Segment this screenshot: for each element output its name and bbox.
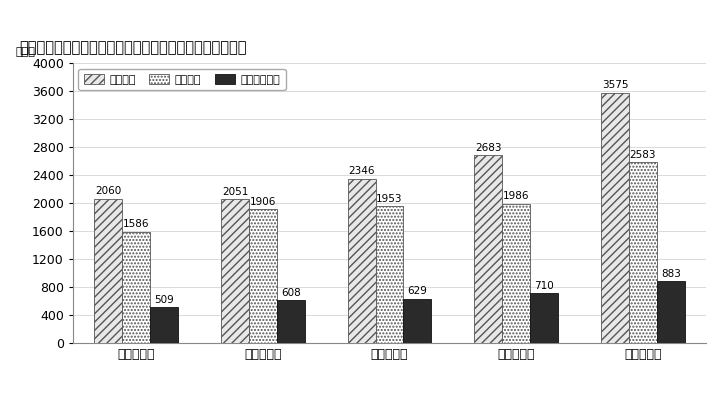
Text: 509: 509 xyxy=(154,295,174,305)
Bar xyxy=(502,204,530,343)
Legend: 請求件数, 決定件数, 支給決定件数: 請求件数, 決定件数, 支給決定件数 xyxy=(79,69,285,91)
Text: 3575: 3575 xyxy=(602,80,628,90)
Bar xyxy=(122,232,150,343)
Text: 1906: 1906 xyxy=(250,197,276,207)
Bar xyxy=(221,199,249,343)
Bar xyxy=(530,293,558,343)
Text: 2060: 2060 xyxy=(95,186,122,196)
Text: 2683: 2683 xyxy=(475,143,502,153)
Bar xyxy=(629,162,657,343)
Bar xyxy=(249,210,277,343)
Bar xyxy=(657,281,684,343)
Bar xyxy=(277,300,304,343)
Text: 710: 710 xyxy=(534,281,554,291)
Text: 1586: 1586 xyxy=(123,219,149,229)
Bar xyxy=(403,299,431,343)
Text: 608: 608 xyxy=(281,288,301,298)
Text: 883: 883 xyxy=(661,269,681,279)
Text: 1953: 1953 xyxy=(376,194,403,204)
Bar xyxy=(376,206,403,343)
Bar xyxy=(348,179,376,343)
Bar xyxy=(601,93,629,343)
Text: 2583: 2583 xyxy=(630,150,656,160)
Bar xyxy=(475,155,502,343)
Y-axis label: （件）: （件） xyxy=(15,47,35,58)
Bar xyxy=(150,307,178,343)
Text: 629: 629 xyxy=(408,286,427,296)
Bar xyxy=(95,199,122,343)
Text: 図２－１　精神障害の請求、決定及び支給決定件数の推移: 図２－１ 精神障害の請求、決定及び支給決定件数の推移 xyxy=(19,40,247,55)
Text: 1986: 1986 xyxy=(503,191,529,201)
Text: 2051: 2051 xyxy=(222,187,248,197)
Text: 2346: 2346 xyxy=(349,166,375,176)
